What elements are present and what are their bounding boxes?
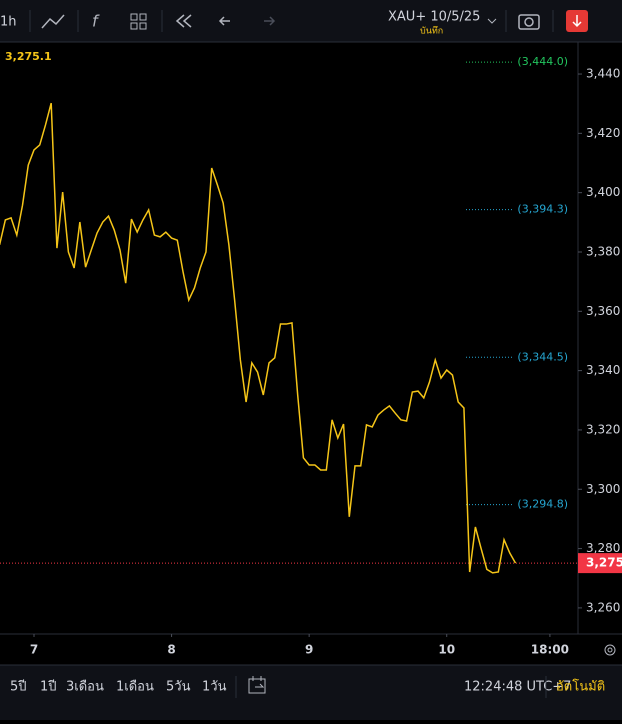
y-tick-label: 3,400: [586, 185, 620, 199]
symbol[interactable]: XAU+ 10/5/25: [388, 10, 480, 25]
y-tick-label: 3,320: [586, 422, 620, 436]
auto-scale-button[interactable]: อัตโนมัติ: [556, 679, 605, 695]
y-tick-label: 3,440: [586, 67, 620, 81]
range-button[interactable]: 1วัน: [202, 680, 227, 695]
settings-icon[interactable]: [604, 644, 616, 656]
x-tick-label: 8: [167, 643, 175, 657]
indicators-icon[interactable]: f: [92, 12, 100, 31]
range-button[interactable]: 1ปี: [40, 679, 57, 695]
price-tag-label: 3,275: [586, 556, 622, 570]
y-tick-label: 3,340: [586, 363, 620, 377]
last-price: 3,275.1: [5, 50, 52, 63]
y-tick-label: 3,420: [586, 126, 620, 140]
footer: [0, 665, 622, 720]
interval-button[interactable]: 1h: [0, 15, 17, 30]
price-tag: [578, 553, 622, 574]
undo-icon[interactable]: [218, 16, 230, 26]
snapshot-icon[interactable]: [518, 14, 540, 30]
sell-icon: [572, 15, 582, 28]
y-tick-label: 3,380: [586, 244, 620, 258]
redo-icon: [264, 16, 276, 26]
level-label: (3,294.8): [517, 498, 568, 511]
price-line: [0, 102, 517, 574]
y-tick-label: 3,260: [586, 600, 620, 614]
chart-type-icon[interactable]: [41, 14, 65, 29]
y-tick-label: 3,360: [586, 304, 620, 318]
y-tick-label: 3,280: [586, 541, 620, 555]
range-button[interactable]: 5วัน: [166, 680, 191, 695]
replay-icon[interactable]: [175, 14, 185, 28]
x-tick-label: 18:00: [531, 643, 569, 657]
level-label: (3,394.3): [517, 203, 568, 216]
x-tick-label: 9: [305, 643, 313, 657]
clock: 12:24:48 UTC+7: [464, 680, 571, 695]
x-tick-label: 10: [438, 643, 455, 657]
range-button[interactable]: 1เดือน: [116, 679, 154, 695]
range-button[interactable]: 3เดือน: [66, 679, 104, 695]
y-tick-label: 3,300: [586, 482, 620, 496]
x-tick-label: 7: [30, 643, 38, 657]
save-label[interactable]: บันทึก: [420, 26, 443, 37]
layout-icon[interactable]: [130, 13, 147, 30]
goto-date-icon[interactable]: [248, 676, 266, 694]
dropdown-icon[interactable]: [487, 18, 497, 24]
range-button[interactable]: 5ปี: [10, 679, 27, 695]
level-label: (3,444.0): [517, 55, 568, 68]
replay-icon[interactable]: [182, 14, 192, 28]
level-label: (3,344.5): [517, 350, 568, 363]
